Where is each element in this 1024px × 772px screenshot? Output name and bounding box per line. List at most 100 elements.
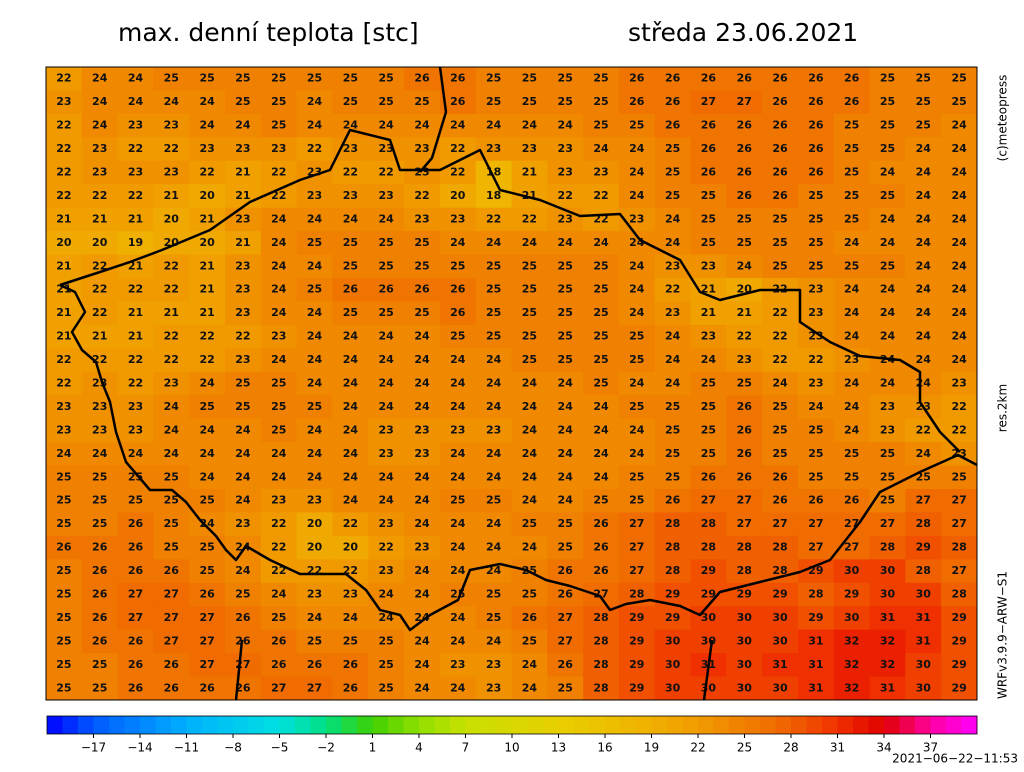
cell-value: 27 bbox=[128, 588, 143, 601]
grid-cell bbox=[833, 207, 871, 232]
cell-value: 23 bbox=[450, 423, 465, 436]
cell-value: 25 bbox=[307, 72, 322, 85]
grid-cell bbox=[189, 231, 226, 256]
grid-cell bbox=[941, 184, 978, 209]
grid-cell bbox=[833, 371, 871, 396]
grid-cell bbox=[46, 442, 83, 467]
cell-value: 25 bbox=[665, 166, 680, 179]
grid-cell bbox=[905, 676, 942, 701]
cell-value: 24 bbox=[522, 119, 538, 132]
grid-cell bbox=[690, 113, 727, 138]
colorbar-segment bbox=[217, 716, 234, 734]
cell-value: 24 bbox=[343, 611, 359, 624]
colorbar-segment bbox=[233, 716, 249, 734]
cell-value: 31 bbox=[808, 634, 823, 647]
cell-value: 21 bbox=[199, 259, 214, 272]
cell-value: 24 bbox=[486, 447, 502, 460]
cell-value: 21 bbox=[92, 212, 107, 225]
cell-value: 24 bbox=[414, 588, 430, 601]
cell-value: 23 bbox=[92, 166, 107, 179]
cell-value: 24 bbox=[379, 119, 395, 132]
grid-cell bbox=[654, 371, 692, 396]
grid-cell bbox=[153, 559, 190, 584]
colorbar-segment bbox=[171, 716, 187, 734]
cell-value: 24 bbox=[522, 681, 538, 694]
cell-value: 25 bbox=[343, 306, 358, 319]
cell-value: 25 bbox=[307, 400, 322, 413]
cell-value: 32 bbox=[880, 658, 895, 671]
map-title: max. denní teplota [stc] bbox=[118, 18, 419, 47]
cell-value: 20 bbox=[164, 212, 180, 225]
grid-cell bbox=[260, 231, 298, 256]
grid-cell bbox=[869, 324, 906, 349]
cell-value: 27 bbox=[164, 588, 179, 601]
grid-cell bbox=[654, 231, 692, 256]
cell-value: 27 bbox=[808, 517, 823, 530]
grid-cell bbox=[547, 254, 584, 279]
grid-cell bbox=[439, 207, 477, 232]
colorbar-segment bbox=[775, 716, 792, 734]
grid-cell bbox=[797, 535, 835, 560]
cell-value: 26 bbox=[808, 166, 824, 179]
grid-cell bbox=[260, 324, 298, 349]
cell-value: 25 bbox=[343, 259, 358, 272]
grid-cell bbox=[583, 67, 620, 91]
cell-value: 24 bbox=[271, 236, 287, 249]
cell-value: 23 bbox=[271, 142, 286, 155]
map-date: středa 23.06.2021 bbox=[628, 18, 858, 47]
cell-value: 22 bbox=[92, 283, 107, 296]
cell-value: 26 bbox=[844, 95, 860, 108]
cell-value: 24 bbox=[629, 259, 645, 272]
cell-value: 25 bbox=[92, 681, 107, 694]
grid-cell bbox=[296, 442, 333, 467]
grid-cell bbox=[404, 301, 441, 326]
cell-value: 24 bbox=[92, 72, 108, 85]
grid-cell bbox=[81, 207, 119, 232]
cell-value: 27 bbox=[199, 611, 214, 624]
grid-cell bbox=[762, 418, 799, 443]
cell-value: 22 bbox=[772, 353, 787, 366]
cell-value: 23 bbox=[379, 142, 394, 155]
cell-value: 27 bbox=[844, 541, 859, 554]
cell-value: 24 bbox=[522, 541, 538, 554]
cell-value: 26 bbox=[343, 658, 359, 671]
cell-value: 26 bbox=[737, 400, 753, 413]
grid-cell bbox=[189, 418, 226, 443]
grid-cell bbox=[833, 231, 871, 256]
cell-value: 25 bbox=[701, 189, 716, 202]
cell-value: 25 bbox=[701, 212, 716, 225]
grid-cell bbox=[404, 676, 441, 701]
cell-value: 24 bbox=[271, 259, 287, 272]
cell-value: 24 bbox=[307, 95, 323, 108]
cell-value: 28 bbox=[808, 588, 823, 601]
grid-cell bbox=[332, 254, 369, 279]
cell-value: 25 bbox=[199, 72, 214, 85]
cell-value: 24 bbox=[880, 306, 896, 319]
cell-value: 24 bbox=[951, 306, 967, 319]
cell-value: 25 bbox=[414, 259, 429, 272]
grid-cell bbox=[654, 160, 692, 185]
cell-value: 25 bbox=[271, 95, 286, 108]
cell-value: 25 bbox=[271, 119, 286, 132]
cell-value: 24 bbox=[450, 447, 466, 460]
cell-value: 24 bbox=[271, 212, 287, 225]
grid-cell bbox=[153, 489, 190, 513]
cell-value: 24 bbox=[951, 189, 967, 202]
grid-cell bbox=[368, 67, 405, 91]
cell-value: 30 bbox=[737, 611, 753, 624]
grid-cell bbox=[869, 676, 906, 701]
grid-cell bbox=[583, 606, 620, 631]
grid-cell bbox=[797, 207, 835, 232]
cell-value: 32 bbox=[844, 634, 859, 647]
cell-value: 25 bbox=[701, 447, 716, 460]
cell-value: 28 bbox=[951, 588, 966, 601]
cell-value: 26 bbox=[772, 166, 788, 179]
grid-cell bbox=[153, 465, 190, 490]
grid-cell bbox=[46, 418, 83, 443]
grid-cell bbox=[547, 301, 584, 326]
grid-cell bbox=[583, 442, 620, 467]
cell-value: 27 bbox=[558, 634, 573, 647]
grid-cell bbox=[260, 606, 298, 631]
grid-cell bbox=[833, 629, 871, 654]
cell-value: 21 bbox=[164, 306, 179, 319]
